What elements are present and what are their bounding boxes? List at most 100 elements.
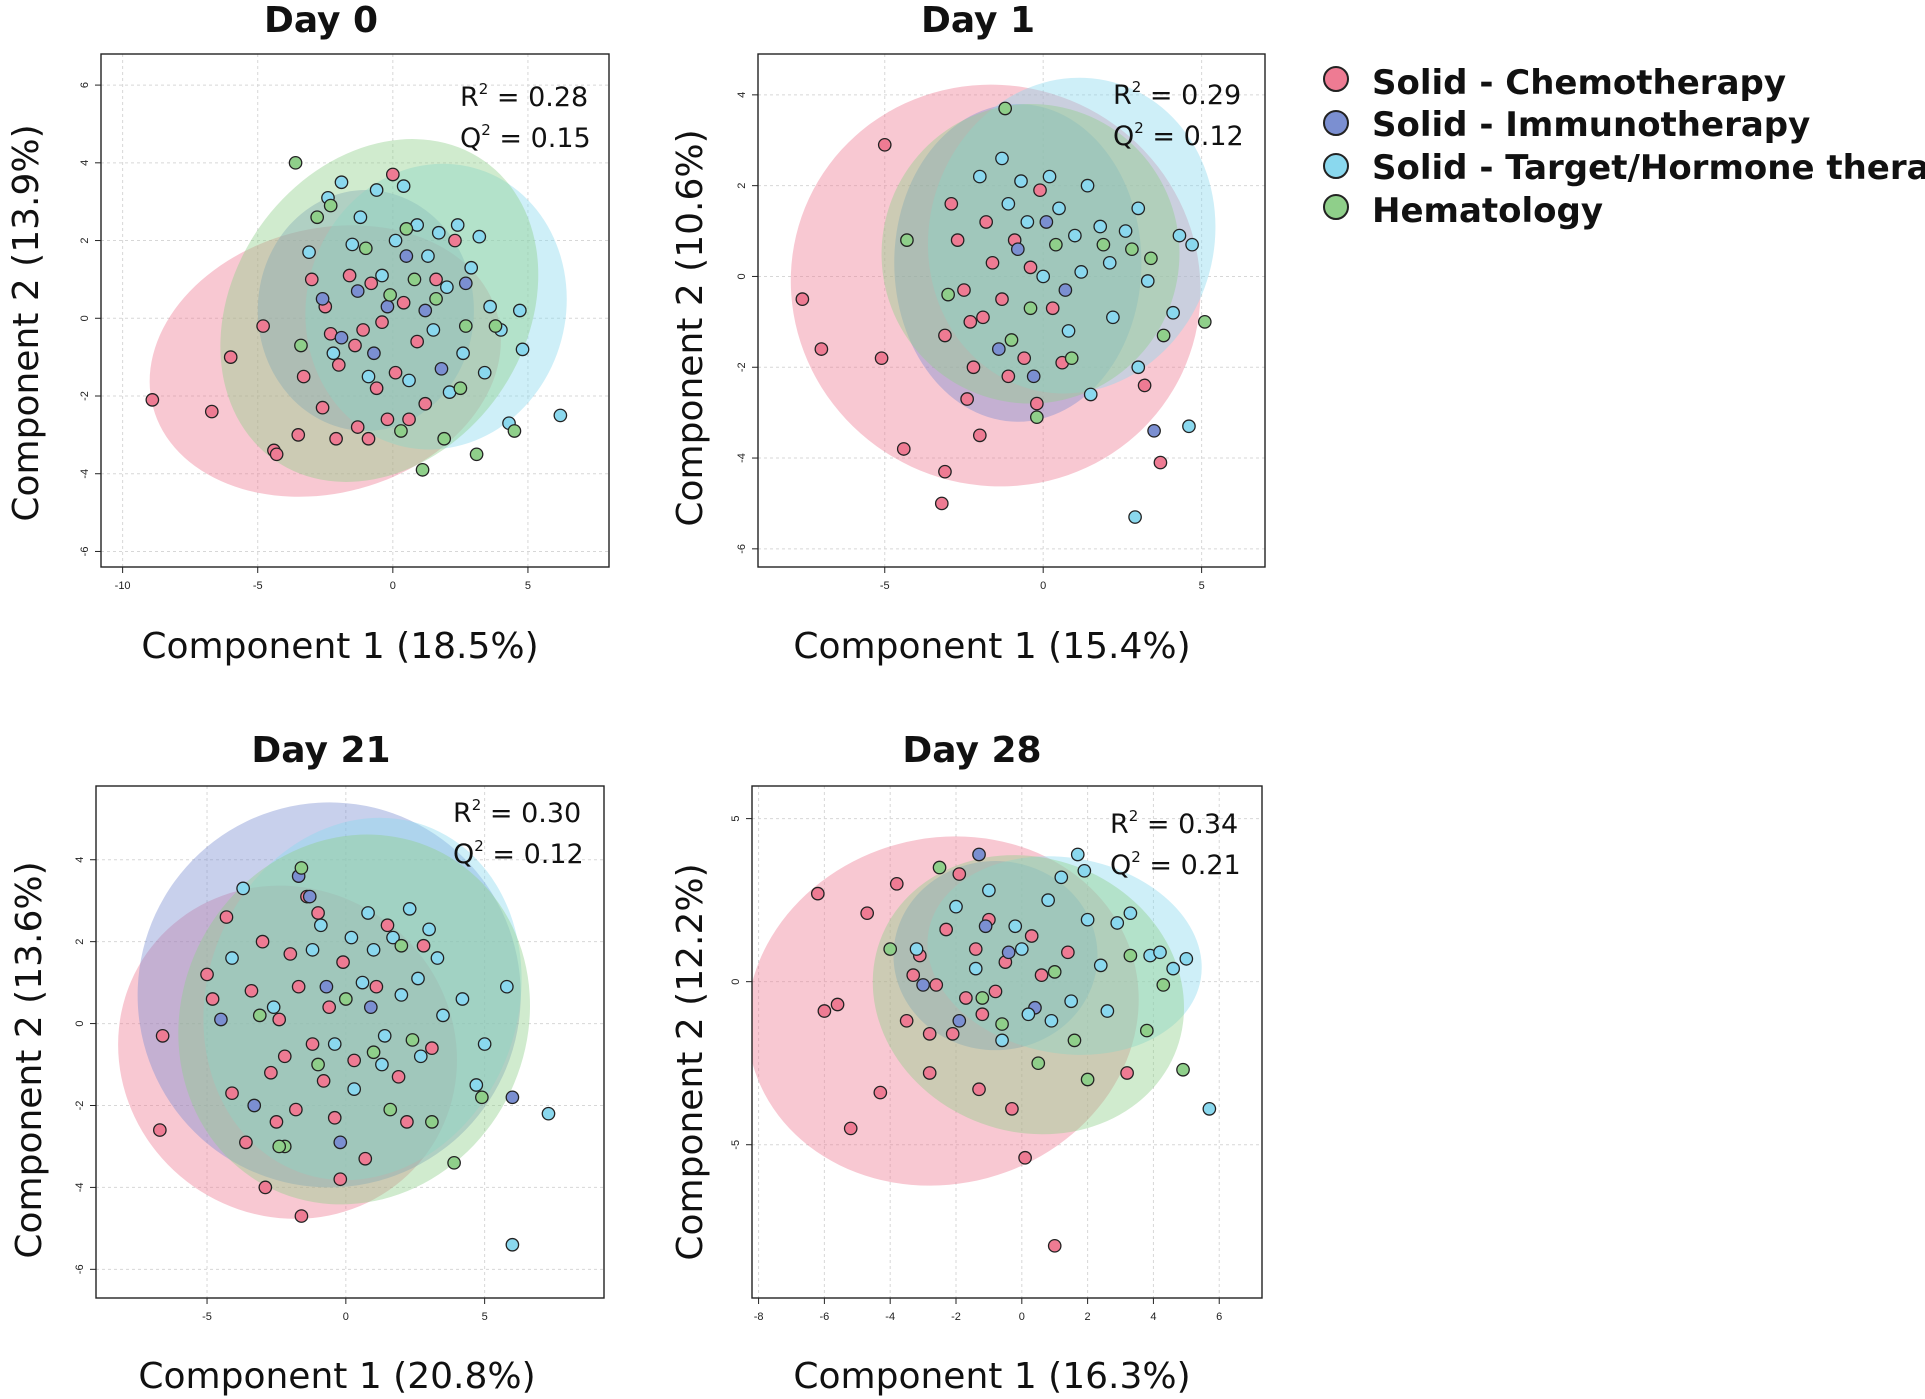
data-point — [205, 992, 220, 1006]
y-tick-label: -2 — [79, 391, 91, 401]
data-point — [1030, 396, 1044, 411]
y-tick-label: -6 — [74, 1264, 86, 1274]
point-layer — [152, 861, 556, 1252]
data-point — [1068, 228, 1082, 243]
data-point — [978, 919, 993, 934]
y-tick-label: -4 — [736, 453, 748, 463]
data-point — [353, 210, 368, 225]
data-point — [331, 358, 346, 372]
y-axis-title: Component 2 (13.6%) — [9, 861, 50, 1258]
x-tick-label: 5 — [1199, 580, 1205, 592]
x-tick-label: -6 — [819, 1311, 829, 1323]
data-point — [399, 249, 414, 263]
data-point — [407, 272, 422, 287]
data-point — [515, 342, 530, 357]
data-point — [1010, 242, 1025, 257]
data-point — [976, 310, 990, 325]
data-point — [448, 233, 462, 248]
y-tick-label: 0 — [74, 1021, 86, 1027]
r2-label: R2 = 0.30 — [453, 796, 581, 829]
data-point — [410, 334, 424, 349]
data-point — [944, 196, 959, 211]
data-point — [830, 997, 845, 1012]
data-point — [889, 876, 904, 891]
y-tick-label: 2 — [79, 237, 91, 243]
data-point — [909, 942, 924, 956]
data-point — [877, 137, 892, 152]
data-point — [1106, 310, 1120, 325]
data-point — [975, 991, 990, 1005]
data-point — [350, 420, 365, 434]
data-point — [458, 276, 473, 291]
data-point — [258, 1180, 273, 1195]
legend-item: Solid - Target/Hormone therapy — [1323, 148, 1925, 188]
data-point — [272, 1012, 287, 1027]
data-point — [361, 906, 375, 920]
data-point — [345, 237, 360, 252]
data-point — [421, 249, 435, 263]
data-point — [294, 861, 309, 875]
data-point — [1024, 929, 1039, 943]
y-tick-label: -2 — [74, 1101, 86, 1111]
legend-swatch-target-hormone — [1323, 153, 1349, 179]
data-point — [873, 1085, 888, 1100]
data-point — [431, 225, 446, 240]
data-point — [322, 1000, 337, 1015]
data-point — [266, 1000, 281, 1015]
data-point — [302, 245, 316, 260]
data-point — [817, 1004, 832, 1018]
data-point — [938, 328, 952, 343]
data-point — [366, 1045, 381, 1060]
data-point — [326, 346, 341, 361]
x-axis-title: Component 1 (20.8%) — [138, 1356, 535, 1397]
data-point — [1005, 1102, 1019, 1116]
data-point — [1020, 215, 1035, 229]
data-point — [1128, 510, 1142, 524]
data-point — [347, 1082, 362, 1096]
legend-item: Hematology — [1323, 191, 1603, 231]
data-point — [361, 431, 376, 446]
data-point — [469, 1078, 484, 1092]
data-point — [1064, 351, 1079, 366]
panel-title: Day 1 — [921, 0, 1035, 41]
data-point — [1185, 237, 1199, 252]
data-point — [288, 155, 303, 170]
data-point — [369, 979, 384, 994]
legend-label: Solid - Chemotherapy — [1372, 63, 1786, 103]
data-point — [219, 910, 234, 924]
panel-day-28: Day 28 -8 -6 -4 -2 0 2 4 6 -5 0 5 Component 1 (16.… — [670, 730, 1263, 1397]
data-point — [957, 283, 971, 297]
data-point — [338, 992, 353, 1006]
data-point — [972, 1082, 986, 1097]
y-tick-label: -4 — [79, 469, 91, 479]
data-point — [223, 350, 238, 364]
data-point — [1052, 201, 1066, 216]
data-point — [1147, 423, 1161, 438]
data-point — [383, 288, 397, 302]
data-point — [269, 447, 284, 462]
data-point — [1153, 455, 1168, 470]
data-point — [949, 899, 963, 914]
panel-title: Day 21 — [251, 730, 390, 771]
data-point — [995, 292, 1009, 307]
data-point — [979, 215, 994, 229]
y-tick-label: -6 — [79, 547, 91, 557]
data-point — [425, 1041, 439, 1055]
x-tick-label: 5 — [525, 580, 531, 592]
data-point — [394, 424, 408, 438]
data-point — [396, 179, 411, 193]
plot-frame — [100, 53, 610, 568]
data-point — [305, 1037, 320, 1051]
data-point — [1182, 419, 1196, 434]
data-point — [1036, 269, 1051, 284]
confidence-ellipse — [894, 103, 1142, 422]
data-point — [358, 1151, 373, 1166]
data-point — [405, 1033, 420, 1047]
data-point — [1061, 945, 1075, 960]
data-point — [972, 847, 986, 862]
data-point — [810, 886, 825, 901]
data-point — [394, 938, 409, 953]
x-tick-label: -4 — [885, 1311, 895, 1323]
data-point — [472, 229, 487, 244]
